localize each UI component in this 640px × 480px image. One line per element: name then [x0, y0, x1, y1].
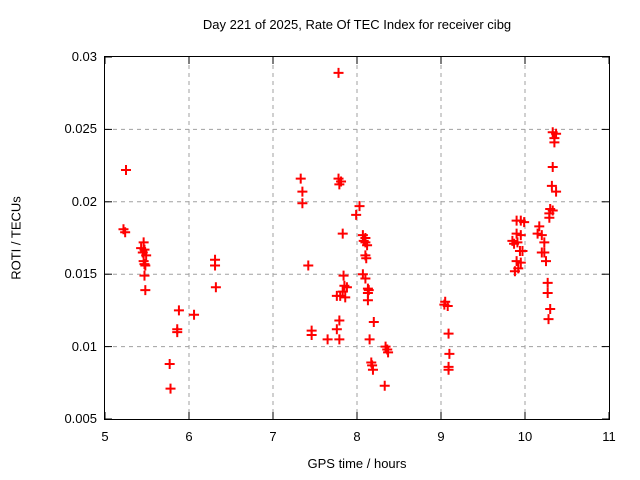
- data-point-marker: [303, 260, 314, 271]
- data-point-marker: [295, 173, 306, 184]
- data-point-marker: [172, 327, 183, 338]
- data-point-marker: [368, 316, 379, 327]
- chart-title: Day 221 of 2025, Rate Of TEC Index for r…: [202, 17, 512, 32]
- data-point-marker: [340, 292, 351, 303]
- x-tick-label: 10: [517, 429, 533, 444]
- x-axis-label: GPS time / hours: [307, 456, 407, 471]
- data-point-marker: [517, 246, 528, 257]
- data-point-marker: [542, 277, 553, 288]
- plot-area: [104, 56, 610, 420]
- data-point-marker: [546, 180, 557, 191]
- data-point-marker: [536, 230, 547, 241]
- data-point-marker: [354, 201, 365, 212]
- data-point-marker: [334, 315, 345, 326]
- data-point-marker: [336, 176, 347, 187]
- data-point-marker: [139, 244, 150, 255]
- data-point-marker: [322, 334, 333, 345]
- data-point-marker: [442, 301, 453, 312]
- data-point-marker: [383, 347, 394, 358]
- y-tick-label: 0.005: [64, 411, 97, 426]
- x-tick-label: 5: [101, 429, 109, 444]
- y-tick-label: 0.015: [64, 266, 97, 282]
- data-point-marker: [120, 227, 131, 238]
- data-point-marker: [549, 137, 560, 148]
- data-point-marker: [515, 230, 526, 241]
- data-point-marker: [337, 228, 348, 239]
- data-point-marker: [338, 270, 349, 281]
- data-point-marker: [547, 205, 558, 216]
- data-point-marker: [141, 250, 152, 261]
- data-point-marker: [360, 273, 371, 284]
- data-point-marker: [363, 285, 374, 296]
- data-point-marker: [361, 253, 372, 264]
- x-tick-label: 11: [602, 429, 616, 444]
- data-point-marker: [139, 270, 150, 281]
- data-point-marker: [331, 324, 342, 335]
- x-tick-label: 9: [437, 429, 445, 444]
- data-point-marker: [210, 260, 221, 271]
- data-point-marker: [210, 282, 221, 293]
- data-point-marker: [551, 128, 562, 139]
- data-point-marker: [189, 309, 200, 320]
- data-point-marker: [362, 240, 373, 251]
- data-point-marker: [539, 247, 550, 258]
- data-point-marker: [443, 328, 454, 339]
- x-tick-label: 6: [185, 429, 193, 444]
- data-point-marker: [512, 237, 523, 248]
- data-point-marker: [444, 348, 455, 359]
- data-point-marker: [443, 364, 454, 375]
- data-point-marker: [364, 334, 375, 345]
- data-point-marker: [541, 256, 551, 267]
- data-point-marker: [173, 305, 184, 316]
- data-point-marker: [513, 263, 524, 274]
- data-point-marker: [297, 186, 308, 197]
- x-tick-label: 8: [353, 429, 361, 444]
- scatter-plot-canvas: [105, 57, 609, 419]
- data-point-marker: [164, 358, 175, 369]
- data-point-marker: [333, 67, 344, 78]
- data-point-marker: [351, 209, 362, 220]
- data-point-marker: [542, 288, 553, 299]
- y-tick-label: 0.025: [64, 121, 97, 137]
- data-point-marker: [379, 380, 390, 391]
- data-point-marker: [341, 282, 352, 293]
- data-point-marker: [367, 364, 378, 375]
- y-tick-label: 0.01: [71, 338, 97, 354]
- y-tick-label: 0.03: [71, 49, 97, 64]
- data-point-marker: [544, 212, 555, 223]
- data-point-marker: [515, 257, 526, 268]
- data-point-marker: [539, 237, 550, 248]
- data-point-marker: [334, 334, 345, 345]
- data-point-marker: [140, 260, 151, 271]
- data-point-marker: [547, 162, 558, 173]
- data-point-marker: [551, 186, 562, 197]
- y-tick-label: 0.02: [71, 193, 97, 209]
- data-point-marker: [297, 198, 308, 209]
- data-point-marker: [121, 164, 131, 175]
- data-point-marker: [545, 303, 556, 314]
- data-point-marker: [140, 285, 151, 296]
- data-point-marker: [362, 295, 373, 306]
- x-tick-label: 7: [269, 429, 277, 444]
- data-point-marker: [306, 330, 317, 341]
- data-point-marker: [534, 221, 545, 232]
- data-point-marker: [519, 217, 530, 228]
- data-point-marker: [543, 314, 554, 325]
- data-point-marker: [165, 383, 176, 394]
